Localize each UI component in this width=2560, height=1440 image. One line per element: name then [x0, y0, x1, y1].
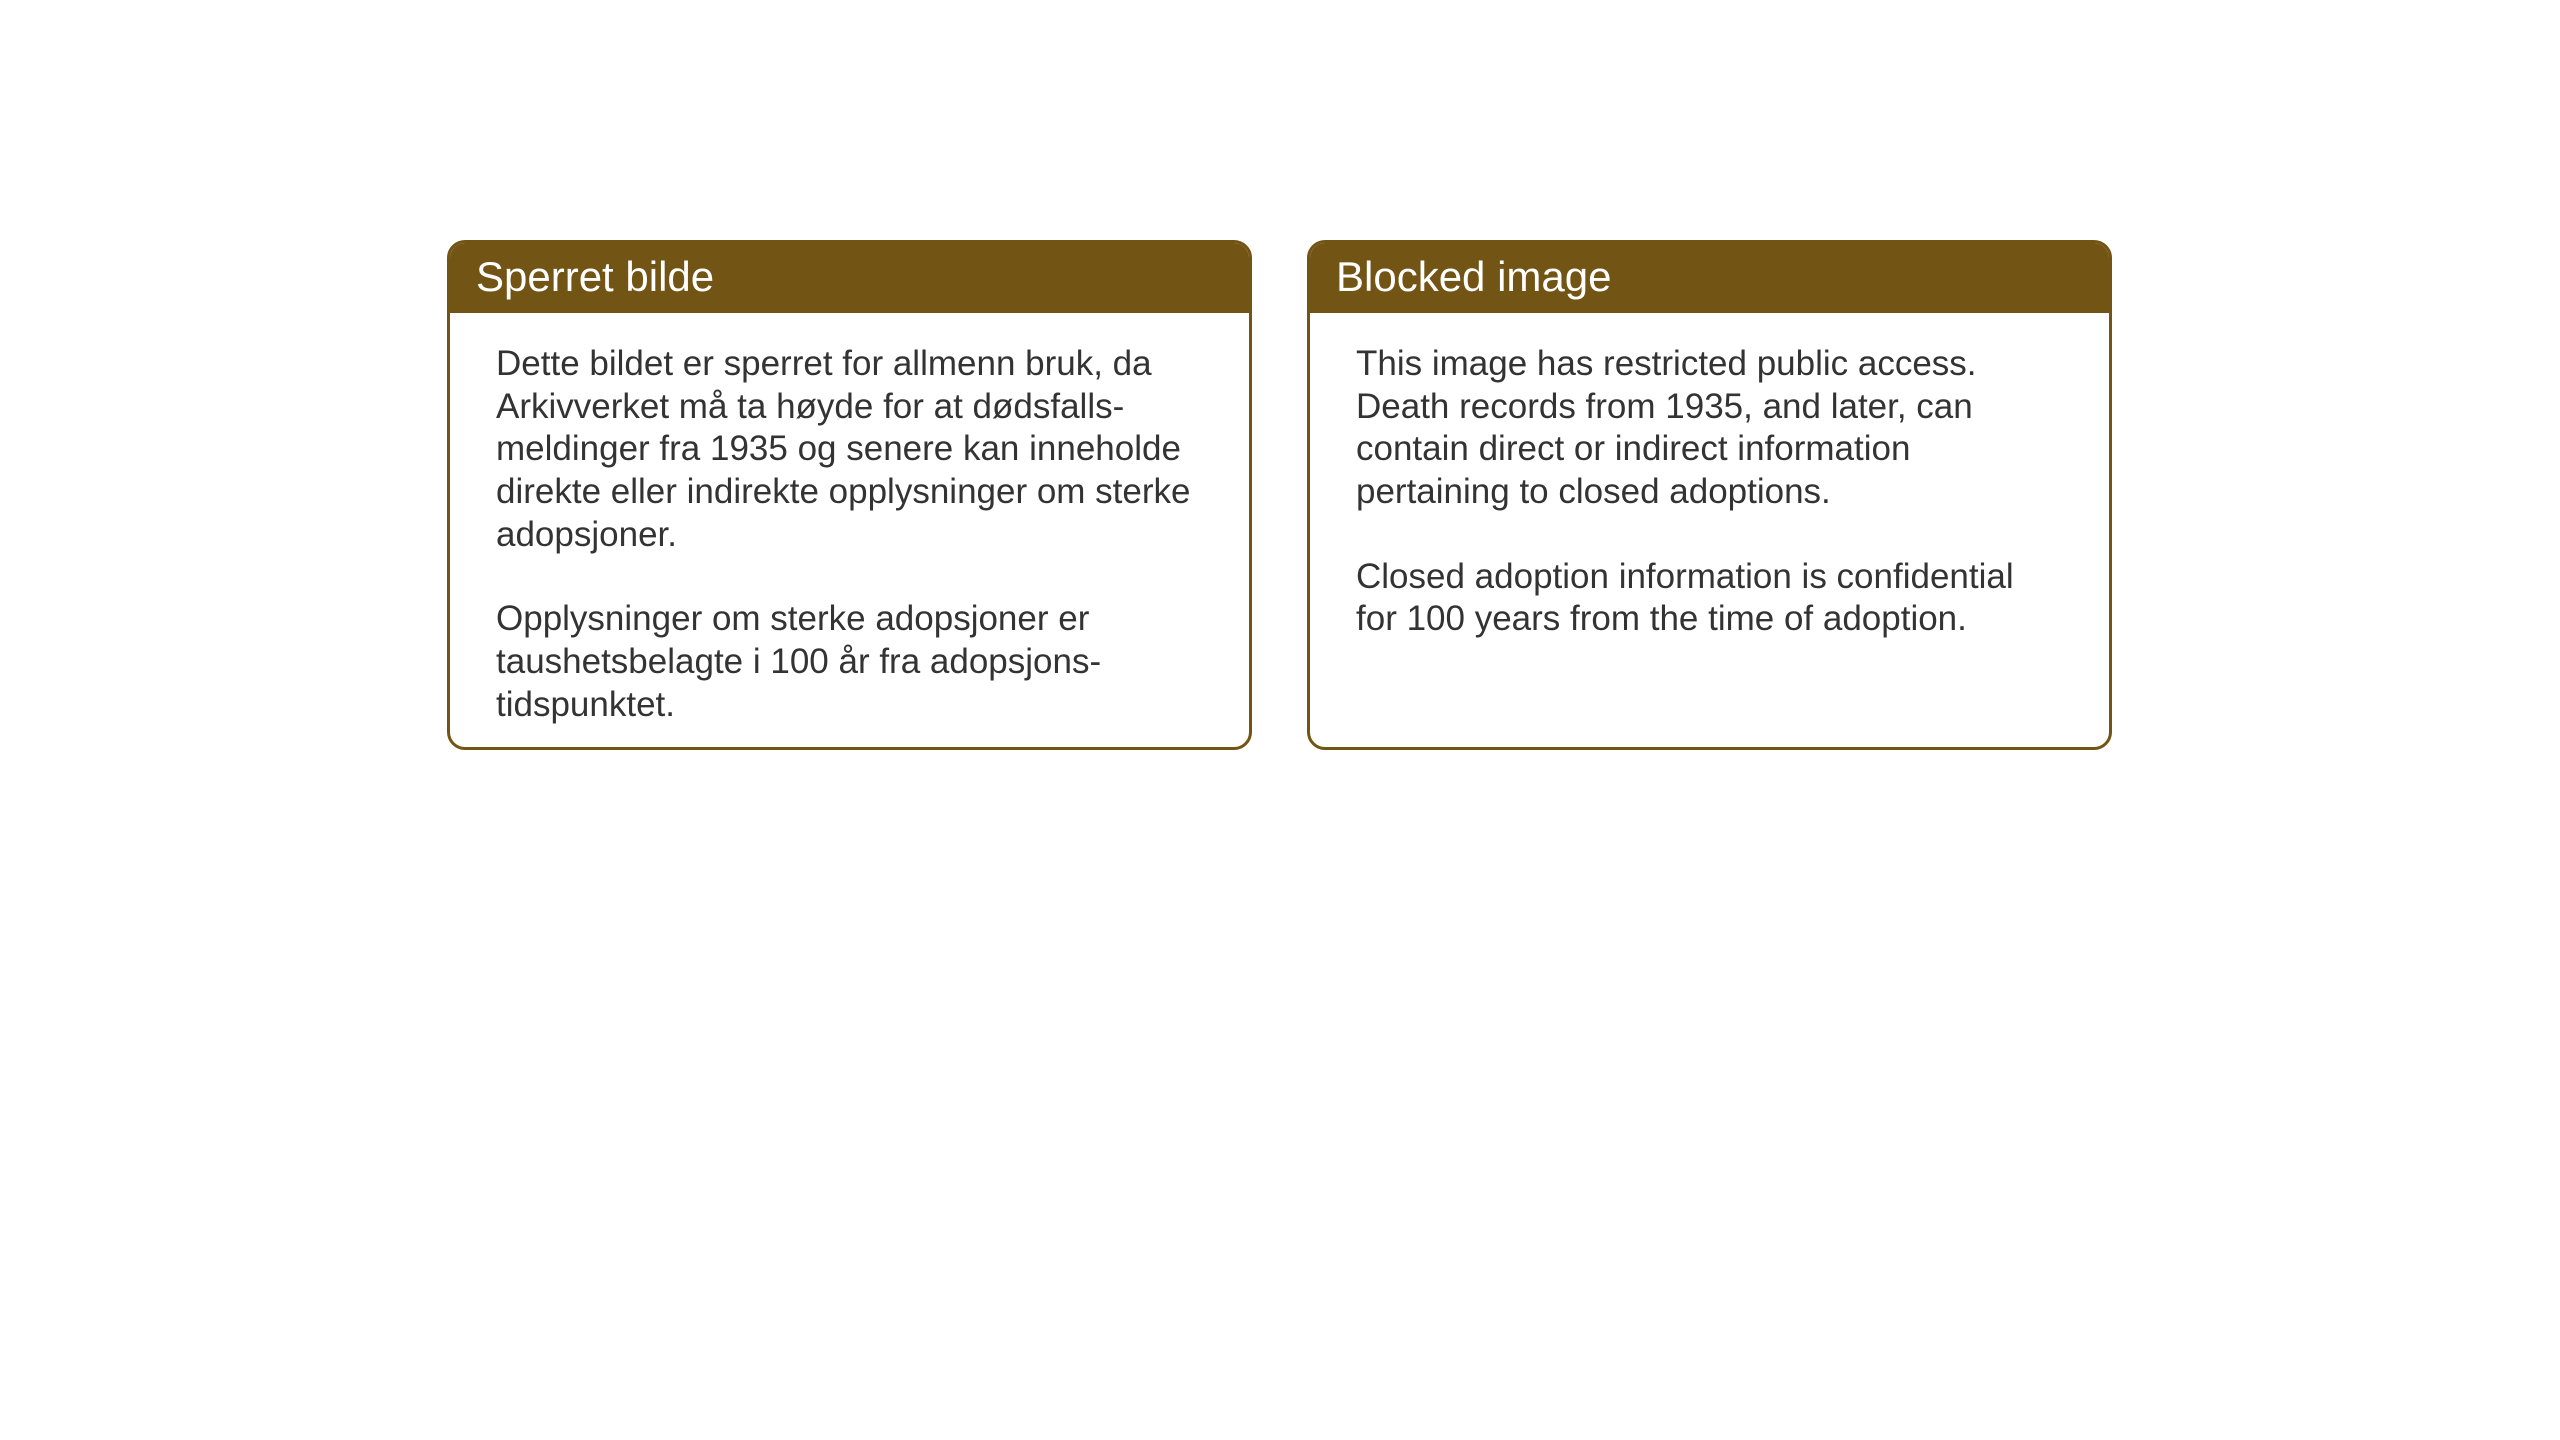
cards-container: Sperret bilde Dette bildet er sperret fo… — [447, 240, 2112, 750]
norwegian-card-body: Dette bildet er sperret for allmenn bruk… — [450, 313, 1249, 750]
norwegian-paragraph-2: Opplysninger om sterke adopsjoner er tau… — [496, 598, 1203, 726]
english-card: Blocked image This image has restricted … — [1307, 240, 2112, 750]
english-paragraph-1: This image has restricted public access.… — [1356, 343, 2063, 514]
english-card-header: Blocked image — [1310, 243, 2109, 313]
norwegian-card: Sperret bilde Dette bildet er sperret fo… — [447, 240, 1252, 750]
norwegian-card-header: Sperret bilde — [450, 243, 1249, 313]
english-card-title: Blocked image — [1336, 253, 2083, 301]
norwegian-card-title: Sperret bilde — [476, 253, 1223, 301]
norwegian-paragraph-1: Dette bildet er sperret for allmenn bruk… — [496, 343, 1203, 556]
english-paragraph-2: Closed adoption information is confident… — [1356, 556, 2063, 641]
english-card-body: This image has restricted public access.… — [1310, 313, 2109, 671]
